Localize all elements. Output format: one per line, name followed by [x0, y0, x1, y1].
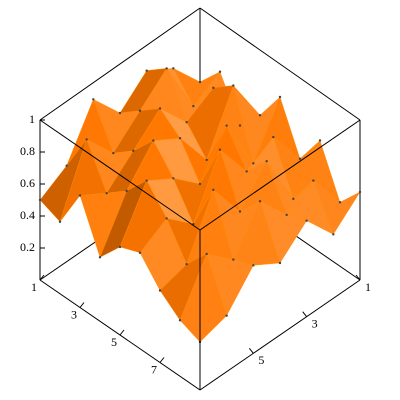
grid-point [245, 170, 248, 173]
grid-point [205, 158, 208, 162]
grid-point [305, 219, 308, 222]
grid-point [158, 107, 162, 110]
grid-point [205, 252, 208, 256]
x-tick-label: 5 [111, 335, 117, 349]
grid-point [312, 179, 315, 182]
grid-point [85, 138, 88, 141]
grid-point [165, 217, 168, 220]
grid-point [225, 124, 228, 127]
x-tick [119, 329, 125, 336]
grid-point [118, 111, 122, 115]
grid-point [145, 179, 148, 182]
grid-point [265, 159, 268, 163]
grid-point [145, 69, 148, 72]
grid-point [218, 70, 222, 73]
x-tick-label: 7 [151, 362, 157, 376]
grid-point [252, 264, 255, 267]
z-tick-label: 0.4 [20, 208, 35, 222]
grid-point [278, 261, 282, 265]
grid-point [92, 98, 95, 101]
grid-point [238, 124, 242, 127]
grid-point [278, 95, 282, 99]
grid-point [198, 80, 202, 84]
grid-point [198, 182, 202, 186]
grid-point [185, 120, 188, 124]
grid-point [292, 197, 295, 201]
grid-point [125, 189, 128, 193]
grid-point [98, 256, 102, 259]
box-edge [199, 119, 361, 231]
y-tick-label: 1 [365, 280, 371, 294]
grid-point [192, 104, 195, 108]
grid-point [285, 213, 288, 217]
grid-point [65, 164, 68, 167]
grid-point [118, 245, 122, 249]
axes: 0.2 0.4 0.6 0.8 1 1 3 5 7 1 3 5 [20, 112, 371, 377]
grid-point [172, 177, 175, 180]
grid-point [298, 157, 302, 160]
grid-point [38, 198, 42, 202]
grid-point [212, 188, 215, 192]
z-tick-label: 0.2 [20, 240, 35, 254]
x-tick [39, 274, 45, 281]
grid-point [132, 149, 135, 153]
box-edge [199, 7, 361, 121]
x-tick-label: 3 [71, 307, 77, 321]
grid-point [232, 258, 235, 261]
grid-point [185, 262, 188, 266]
grid-point [232, 84, 235, 87]
grid-point [172, 67, 175, 70]
z-tick-label: 0.6 [20, 176, 35, 190]
grid-point [58, 220, 62, 223]
grid-point [112, 151, 115, 155]
z-tick-label: 1 [29, 112, 35, 126]
grid-point [272, 135, 275, 139]
y-tick [355, 274, 361, 281]
y-tick [248, 348, 254, 354]
grid-point [152, 139, 155, 142]
box-edge [39, 7, 201, 121]
grid-point [138, 251, 142, 254]
grid-point [78, 194, 82, 197]
grid-point [218, 148, 222, 151]
z-tick-label: 0.8 [20, 144, 35, 158]
x-tick-label: 1 [31, 280, 37, 294]
grid-point [138, 109, 142, 112]
x-tick [79, 302, 85, 308]
grid-point [225, 314, 228, 317]
grid-point [338, 201, 342, 204]
grid-point [258, 200, 262, 203]
box-edge [199, 279, 361, 391]
y-tick-label: 3 [312, 316, 318, 330]
grid-point [165, 67, 168, 70]
grid-point [318, 139, 322, 142]
grid-point [332, 233, 335, 236]
grid-point [178, 319, 182, 322]
y-tick-label: 5 [258, 353, 264, 367]
grid-point [252, 162, 255, 165]
grid-point [105, 191, 108, 195]
grid-point [178, 137, 182, 140]
y-tick [302, 311, 308, 317]
grid-point [212, 86, 215, 90]
grid-point [258, 114, 262, 117]
box-edge [39, 119, 201, 231]
x-tick [159, 357, 165, 363]
grid-point [158, 289, 162, 292]
grid-point [358, 190, 362, 194]
grid-point [238, 210, 242, 213]
